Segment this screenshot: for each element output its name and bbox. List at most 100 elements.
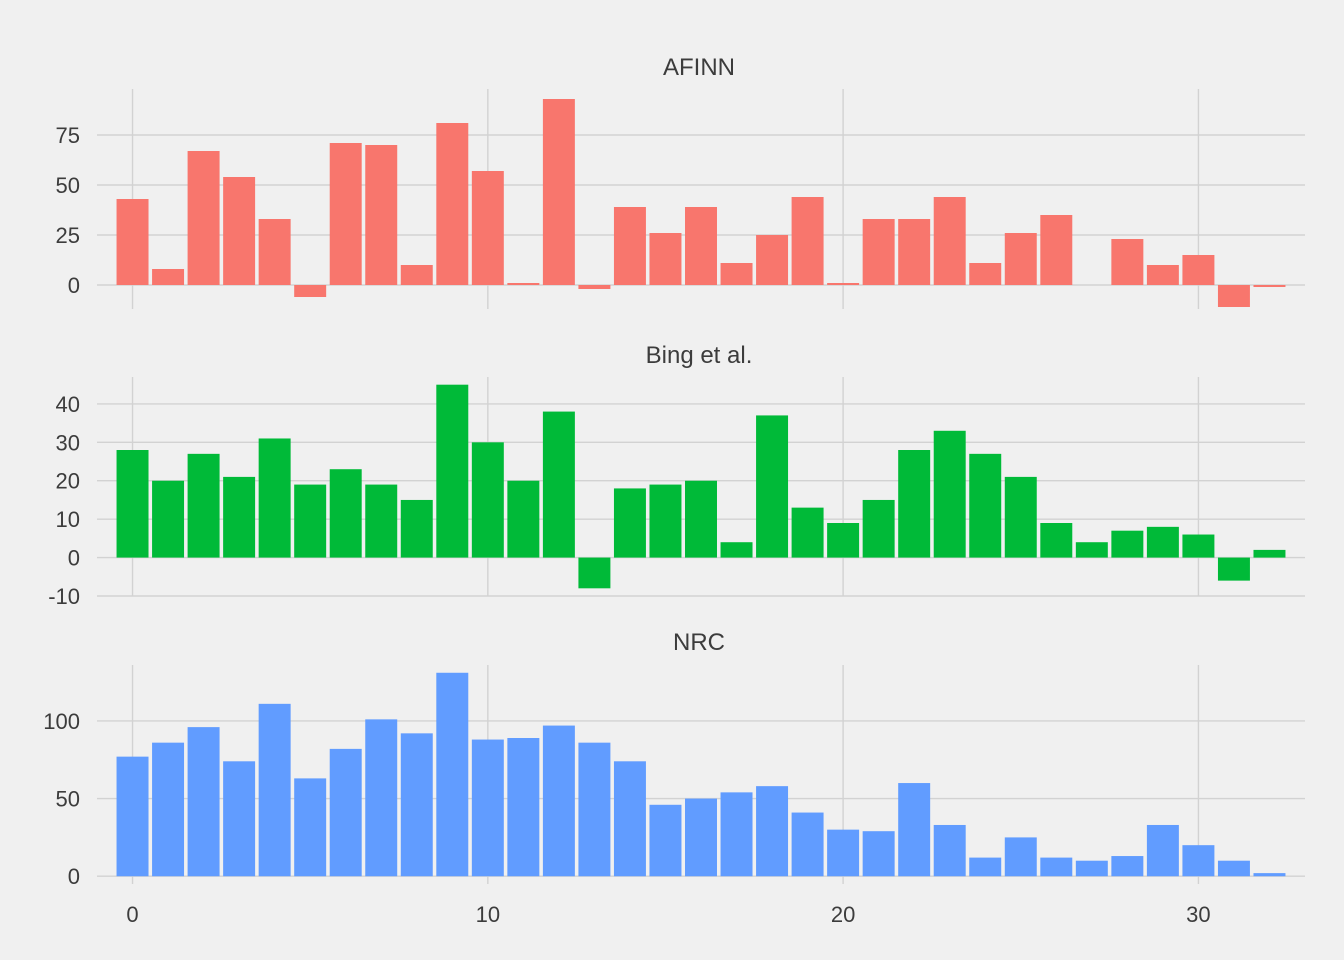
nrc-bar [649, 804, 682, 877]
afinn-bar [1253, 285, 1286, 287]
nrc-bar [187, 727, 220, 877]
nrc-bar [827, 829, 860, 877]
nrc-bar [1004, 837, 1037, 877]
nrc-bar [116, 756, 149, 877]
bing-bar [471, 442, 504, 558]
afinn-panel-title: AFINN [663, 54, 735, 81]
afinn-bar [1040, 215, 1073, 285]
bing-bar [1217, 557, 1250, 581]
nrc-bar [329, 748, 362, 877]
afinn-bar [1111, 239, 1144, 285]
bing-bar [258, 438, 291, 558]
nrc-bar [1040, 857, 1073, 877]
bing-bar [507, 480, 540, 558]
x-axis: 0 10 20 30 [126, 902, 1210, 927]
nrc-bar [613, 761, 646, 877]
afinn-bar [1004, 233, 1037, 285]
facet-panel-nrc: 0 50 100 NRC [43, 629, 1305, 889]
afinn-bar [862, 219, 895, 285]
afinn-bar [827, 283, 860, 285]
nrc-bar [152, 742, 185, 877]
bing-bar [578, 557, 611, 589]
facet-panel-afinn: 0 25 50 75 AFINN [56, 54, 1305, 309]
afinn-bar [1146, 265, 1179, 285]
afinn-y-tick-label: 0 [68, 273, 80, 298]
afinn-y-tick-label: 25 [56, 223, 80, 248]
nrc-bar [223, 761, 256, 877]
nrc-bar [471, 739, 504, 877]
afinn-bar [613, 207, 646, 285]
afinn-bar [400, 265, 433, 285]
nrc-bar [258, 703, 291, 877]
afinn-bar [294, 285, 327, 297]
afinn-bar [933, 197, 966, 285]
afinn-bar [756, 235, 789, 285]
afinn-bar [471, 171, 504, 285]
nrc-bar [1253, 873, 1286, 877]
bing-bar [1253, 549, 1286, 558]
bing-bar [898, 450, 931, 558]
nrc-bar [542, 725, 575, 877]
nrc-bar [436, 672, 469, 877]
bing-bar [720, 542, 753, 558]
afinn-bar [720, 263, 753, 285]
bing-bar [827, 523, 860, 558]
bing-y-tick-label: -10 [48, 584, 80, 609]
bing-bar [649, 484, 682, 558]
bing-y-tick-label: 30 [56, 430, 80, 455]
afinn-bar [685, 207, 717, 285]
bing-bar [685, 480, 717, 558]
nrc-bar [720, 792, 753, 877]
nrc-bar [507, 738, 540, 877]
afinn-bar [649, 233, 682, 285]
bing-bar [1111, 530, 1144, 558]
afinn-bar [258, 219, 291, 285]
nrc-bar [898, 783, 931, 877]
nrc-bars [116, 672, 1286, 877]
bing-bar [933, 430, 966, 558]
afinn-bar [187, 151, 220, 285]
nrc-bar [685, 798, 717, 877]
bing-bar [152, 480, 185, 558]
nrc-bar [1146, 824, 1179, 877]
nrc-bar [365, 719, 398, 877]
x-tick-label: 10 [476, 902, 500, 927]
afinn-bar [1217, 285, 1250, 307]
bing-bar [1182, 534, 1215, 558]
bing-y-tick-label: 40 [56, 392, 80, 417]
bing-bar [187, 453, 220, 558]
bing-bars [116, 384, 1286, 589]
afinn-bar [898, 219, 931, 285]
afinn-bar [542, 99, 575, 285]
nrc-panel-title: NRC [673, 629, 725, 656]
afinn-bar [152, 269, 185, 285]
afinn-bar [1182, 255, 1215, 285]
bing-bar [1146, 526, 1179, 558]
bing-bar [862, 499, 895, 558]
bing-bar [969, 453, 1002, 558]
nrc-bar [1182, 845, 1215, 877]
afinn-y-tick-label: 50 [56, 173, 80, 198]
bing-bar [613, 488, 646, 558]
afinn-bar [791, 197, 824, 285]
nrc-y-tick-label: 50 [56, 787, 80, 812]
afinn-bar [223, 177, 256, 285]
x-tick-label: 30 [1186, 902, 1210, 927]
bing-y-ticks: -10 0 10 20 30 40 [48, 392, 80, 609]
nrc-y-ticks: 0 50 100 [43, 709, 80, 889]
nrc-bar [294, 778, 327, 877]
nrc-bar [791, 812, 824, 877]
bing-y-tick-label: 10 [56, 507, 80, 532]
bing-bar [1075, 542, 1108, 558]
nrc-bar [400, 733, 433, 877]
nrc-y-tick-label: 100 [43, 709, 80, 734]
afinn-bar [507, 283, 540, 285]
bing-bar [223, 476, 256, 558]
bing-bar [756, 415, 789, 558]
bing-bar [436, 384, 469, 558]
bing-bar [116, 450, 149, 558]
afinn-y-tick-label: 75 [56, 123, 80, 148]
nrc-bar [969, 857, 1002, 877]
facet-panel-bing: -10 0 10 20 30 40 Bing et al. [48, 342, 1305, 609]
